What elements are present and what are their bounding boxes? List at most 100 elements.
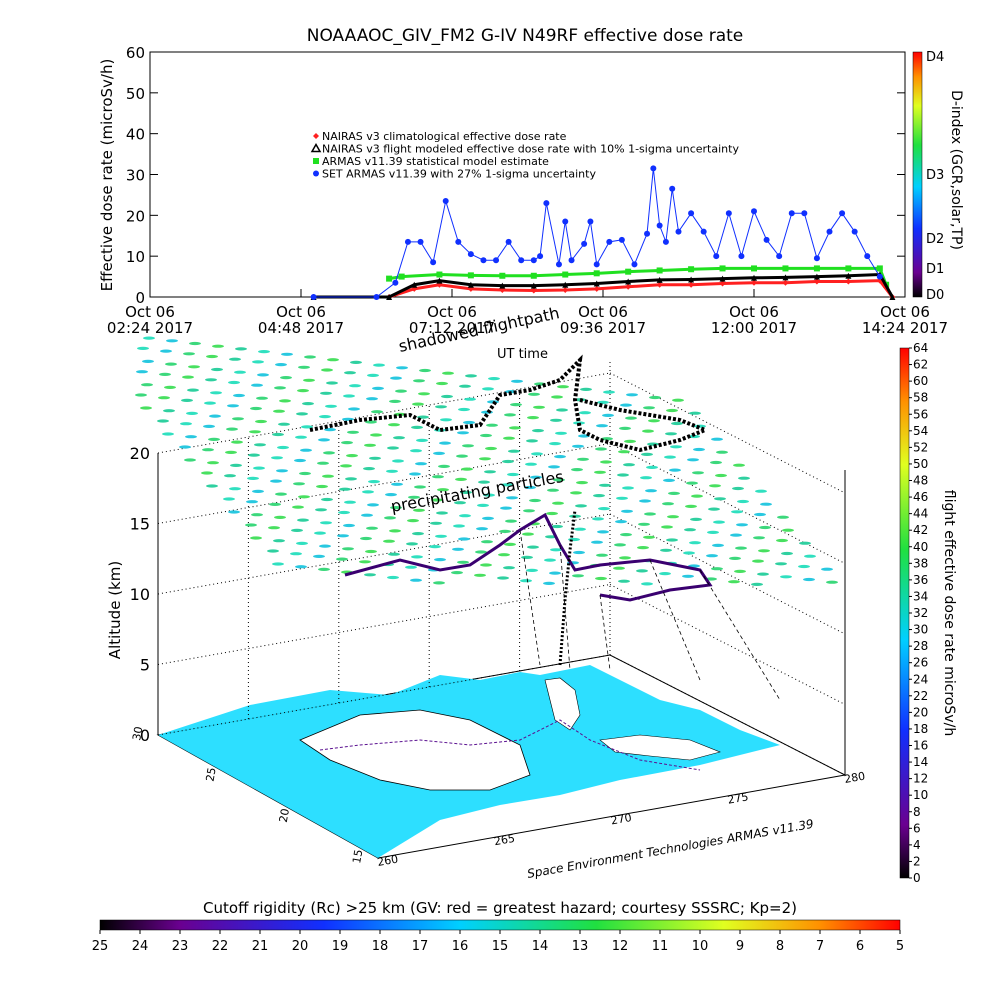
flight-model-point <box>719 275 726 282</box>
particle-dash <box>667 515 679 519</box>
particle-dash <box>474 573 486 577</box>
particle-dash <box>419 368 431 373</box>
particle-dash <box>320 521 332 525</box>
legend-marker <box>313 158 319 164</box>
armas-point <box>839 210 846 217</box>
particle-dash <box>295 435 307 439</box>
particle-dash <box>341 441 353 445</box>
rigidity-tick-label: 19 <box>332 939 349 954</box>
armas-point <box>493 257 500 264</box>
particle-dash <box>662 502 674 506</box>
armas-point <box>813 255 820 262</box>
particle-dash <box>731 510 743 514</box>
particle-dash <box>711 437 723 441</box>
particle-dash <box>297 518 309 522</box>
legend-label: ARMAS v11.39 statistical model estimate <box>322 155 549 168</box>
particle-dash <box>453 524 465 528</box>
top-legend: NAIRAS v3 climatological effective dose … <box>310 130 739 181</box>
particle-dash <box>339 487 351 491</box>
particle-dash <box>435 405 447 409</box>
particle-dash <box>552 501 564 505</box>
particle-dash <box>395 389 407 393</box>
particle-dash <box>210 391 222 395</box>
particle-dash <box>321 368 333 372</box>
armas-point <box>373 294 380 300</box>
particle-dash <box>320 391 332 395</box>
particle-dash <box>686 481 698 485</box>
particle-dash <box>458 407 470 412</box>
particle-dash <box>685 504 697 508</box>
particle-dash <box>275 363 287 367</box>
rigidity-tick-label: 11 <box>652 939 669 954</box>
particle-dash <box>544 558 556 562</box>
particle-dash <box>623 463 635 467</box>
alt-tick-label: 20 <box>130 444 150 463</box>
particle-dash <box>315 508 327 512</box>
dose-tick-label: 14 <box>913 755 928 769</box>
particle-dash <box>464 397 476 401</box>
flight-model-point <box>813 273 820 280</box>
particle-dash <box>318 567 330 572</box>
particle-dash <box>181 398 193 402</box>
stat-model-point <box>813 265 820 272</box>
flight-model-point <box>845 272 852 279</box>
particle-dash <box>302 402 314 406</box>
particle-dash <box>504 542 516 547</box>
stat-model-point <box>782 265 789 272</box>
dose-tick-label: 4 <box>913 838 921 852</box>
particle-dash <box>459 514 471 518</box>
particle-dash <box>601 437 613 441</box>
armas-point <box>518 257 525 264</box>
particle-dash <box>301 425 313 429</box>
particle-dash <box>689 411 701 415</box>
particle-dash <box>712 543 724 548</box>
particle-dash <box>781 551 793 556</box>
top-y-tick-label: 20 <box>126 207 145 225</box>
particle-dash <box>387 575 399 580</box>
particle-dash <box>452 547 464 551</box>
stat-model-point <box>499 272 506 279</box>
lat-tick-label: 30 <box>130 725 145 741</box>
particle-dash <box>292 505 304 509</box>
particle-dash <box>480 433 492 438</box>
shadowed-flightpath <box>309 354 711 453</box>
particle-dash <box>389 529 401 533</box>
armas-point <box>392 279 399 286</box>
flight-model-point <box>782 274 789 281</box>
particle-dash <box>573 550 585 555</box>
flight-projection-lines <box>519 529 781 701</box>
particle-dash <box>386 469 398 473</box>
dindex-tick-label: D1 <box>926 262 944 277</box>
particle-dash <box>182 375 194 379</box>
dindex-colorbar <box>912 51 923 298</box>
particle-dash <box>383 539 395 543</box>
particle-dash <box>160 349 172 353</box>
particle-dash <box>342 547 354 551</box>
particle-dash <box>465 374 477 378</box>
particle-dash <box>530 475 542 479</box>
stat-model-point <box>876 265 883 272</box>
armas-point <box>562 218 569 225</box>
dose-tick-label: 54 <box>913 424 928 438</box>
particle-dash <box>641 452 653 456</box>
particle-dash <box>343 523 355 528</box>
lon-tick-label: 265 <box>493 832 516 848</box>
particle-dash <box>595 447 607 451</box>
particle-dash <box>689 541 701 545</box>
particle-dash <box>619 556 631 560</box>
stat-model-point <box>436 271 443 278</box>
rigidity-colorbar-ticks: 25 24 23 22 21 20 19 18 17 16 15 14 13 12 11 10 9 8 7 6 5 <box>92 930 904 954</box>
particle-dash <box>758 549 770 553</box>
particle-dash <box>204 401 216 405</box>
particle-dash <box>729 556 741 561</box>
particle-dash <box>659 572 671 576</box>
particle-dash <box>211 367 223 372</box>
particle-dash <box>510 403 522 407</box>
particle-dash <box>322 474 334 478</box>
rigidity-tick-label: 14 <box>532 939 549 954</box>
top-x-tick-date: Oct 06 <box>276 303 326 321</box>
particle-dash <box>391 482 403 486</box>
particle-dash <box>663 478 675 482</box>
particle-dash <box>752 559 764 563</box>
rigidity-tick-label: 18 <box>372 939 389 954</box>
